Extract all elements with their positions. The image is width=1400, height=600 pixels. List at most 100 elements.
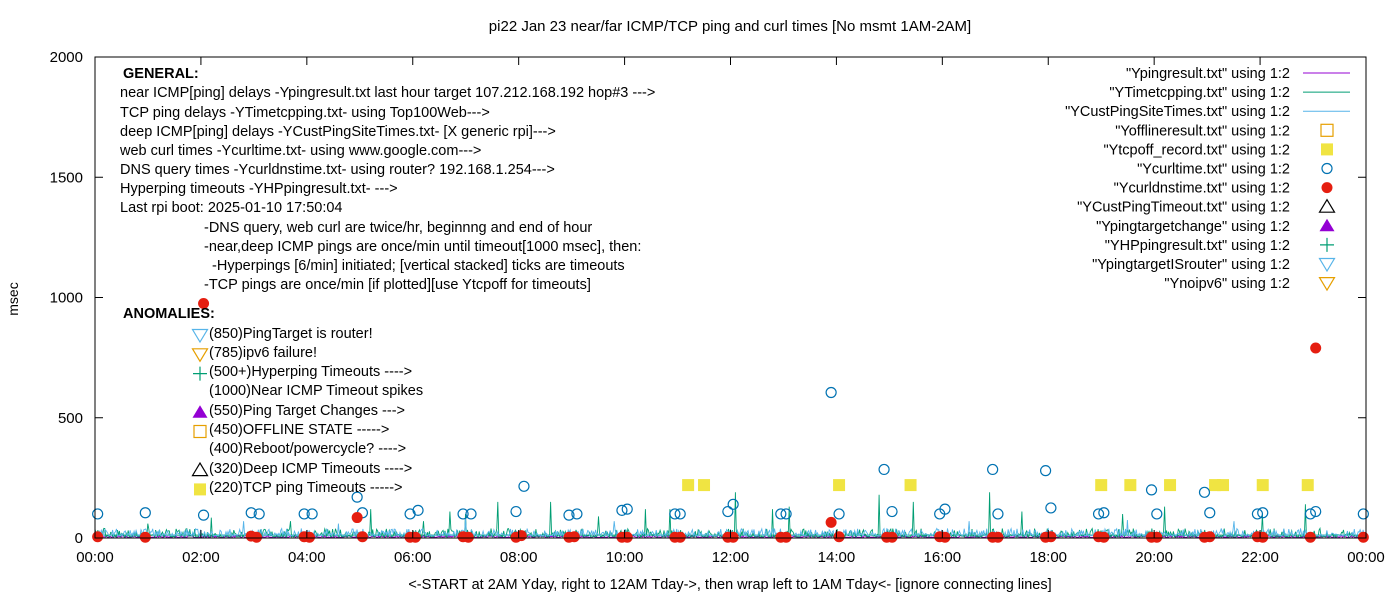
point-s5-39 — [1198, 486, 1211, 498]
anomaly-marker-4 — [192, 405, 208, 418]
x-axis-label: <-START at 2AM Yday, right to 12AM Tday-… — [408, 577, 1051, 593]
y-tick-label-1: 500 — [58, 410, 83, 427]
x-tick-label-9: 18:00 — [1029, 549, 1067, 566]
point-s6-14 — [515, 530, 527, 542]
point-s5-26 — [833, 508, 845, 520]
point-s5-34 — [1045, 502, 1057, 514]
point-s4-10 — [1301, 479, 1314, 492]
point-s5-35 — [1092, 508, 1105, 520]
point-s5-4 — [253, 508, 265, 520]
anomaly-line-7: (400)Reboot/powercycle? ----> — [209, 441, 407, 457]
anomaly-line-6: (450)OFFLINE STATE -----> — [209, 422, 390, 438]
point-s5-1 — [139, 507, 151, 519]
annotation-markers — [191, 328, 209, 496]
point-s4-9 — [1256, 479, 1269, 492]
anomaly-line-4: (1000)Near ICMP Timeout spikes — [209, 383, 424, 399]
point-s6-30 — [939, 531, 951, 543]
point-s6-20 — [674, 531, 686, 543]
anomaly-line-9: (220)TCP ping Timeouts -----> — [209, 480, 403, 496]
point-s5-24 — [780, 508, 792, 520]
y-axis-label: msec — [5, 282, 21, 315]
point-s4-3 — [904, 479, 917, 492]
point-s5-44 — [1310, 505, 1322, 518]
point-s6-25 — [825, 516, 837, 528]
x-tick-label-4: 08:00 — [500, 549, 538, 566]
anomalies-header: ANOMALIES: — [123, 306, 215, 322]
note-line-2: -near,deep ICMP pings are once/min until… — [204, 239, 642, 255]
anomaly-line-1: (850)PingTarget is router! — [209, 326, 373, 342]
point-s5-10 — [412, 504, 424, 516]
point-s5-16 — [571, 508, 583, 520]
point-s5-7 — [351, 491, 363, 503]
legend: "Ypingresult.txt" using 1:2 "YTimetcpping… — [1065, 66, 1350, 292]
point-s5-42 — [1257, 507, 1269, 519]
anomaly-marker-7 — [191, 461, 209, 477]
point-s6-10 — [409, 531, 421, 543]
point-s5-12 — [465, 508, 477, 520]
anomaly-line-8: (320)Deep ICMP Timeouts ----> — [209, 461, 413, 477]
legend-swatch-3 — [1320, 123, 1334, 137]
general-line-2: TCP ping delays -YTimetcpping.txt- using… — [120, 105, 490, 121]
point-s5-37 — [1145, 484, 1158, 496]
point-s5-40 — [1204, 507, 1216, 519]
anomaly-line-5: (550)Ping Target Changes ---> — [209, 403, 405, 419]
point-s5-41 — [1251, 508, 1264, 520]
x-tick-label-2: 04:00 — [288, 549, 326, 566]
note-line-1: -DNS query, web curl are twice/hr, begin… — [204, 220, 593, 236]
point-s6-4 — [251, 531, 263, 543]
y-tick-label-0: 0 — [75, 530, 83, 547]
legend-swatch-10 — [1318, 257, 1336, 273]
y-tick-label-2: 1000 — [50, 290, 83, 307]
point-s6-2 — [198, 298, 210, 310]
anomaly-marker-2 — [193, 366, 207, 381]
legend-swatch-7 — [1318, 198, 1336, 213]
x-tick-label-11: 22:00 — [1241, 549, 1279, 566]
legend-label-11: "Ynoipv6" using 1:2 — [1164, 276, 1290, 292]
x-tick-label-12: 00:00 — [1347, 549, 1385, 566]
point-s5-20 — [674, 508, 686, 520]
point-s5-36 — [1098, 507, 1110, 519]
point-s6-43 — [1304, 531, 1316, 543]
point-s6-44 — [1310, 342, 1322, 354]
point-s4-2 — [833, 479, 846, 492]
anomaly-marker-1 — [191, 348, 209, 363]
point-s6-7 — [351, 512, 363, 524]
x-tick-label-8: 16:00 — [924, 549, 962, 566]
point-s6-24 — [780, 531, 792, 543]
point-s5-17 — [616, 504, 628, 516]
general-line-3: deep ICMP[ping] delays -YCustPingSiteTim… — [120, 124, 556, 140]
point-s5-14 — [518, 480, 530, 492]
x-tick-label-0: 00:00 — [76, 549, 114, 566]
x-tick-label-10: 20:00 — [1135, 549, 1173, 566]
legend-label-10: "YpingtargetISrouter" using 1:2 — [1092, 257, 1290, 273]
legend-swatch-4 — [1321, 143, 1333, 156]
legend-swatch-6 — [1321, 182, 1333, 194]
legend-swatch-9 — [1320, 237, 1334, 252]
y-tick-label-3: 1500 — [50, 169, 83, 186]
legend-label-5: "Ycurltime.txt" using 1:2 — [1137, 162, 1290, 178]
x-tick-label-6: 12:00 — [712, 549, 750, 566]
point-s6-18 — [621, 531, 633, 543]
point-s4-0 — [682, 479, 695, 492]
point-s5-31 — [987, 463, 999, 476]
x-tick-label-1: 02:00 — [182, 549, 220, 566]
point-s6-38 — [1151, 531, 1163, 543]
point-s5-21 — [722, 505, 734, 518]
point-s5-27 — [878, 463, 890, 476]
point-s5-18 — [621, 503, 633, 515]
point-s5-33 — [1040, 465, 1052, 477]
point-s5-43 — [1304, 508, 1316, 520]
note-line-4: -TCP pings are once/min [if plotted][use… — [204, 277, 591, 293]
point-s5-6 — [306, 508, 318, 520]
point-s6-12 — [462, 531, 474, 543]
anomaly-line-3: (500+)Hyperping Timeouts ----> — [209, 364, 413, 380]
general-line-1: near ICMP[ping] delays -Ypingresult.txt … — [120, 85, 656, 101]
point-s5-0 — [92, 508, 104, 520]
general-line-4: web curl times -Ycurltime.txt- using www… — [120, 143, 482, 159]
point-s6-32 — [992, 531, 1004, 543]
legend-label-4: "Ytcpoff_record.txt" using 1:2 — [1103, 142, 1290, 158]
point-s6-34 — [1045, 531, 1057, 543]
chart-title: pi22 Jan 23 near/far ICMP/TCP ping and c… — [489, 18, 971, 35]
x-tick-label-7: 14:00 — [818, 549, 856, 566]
